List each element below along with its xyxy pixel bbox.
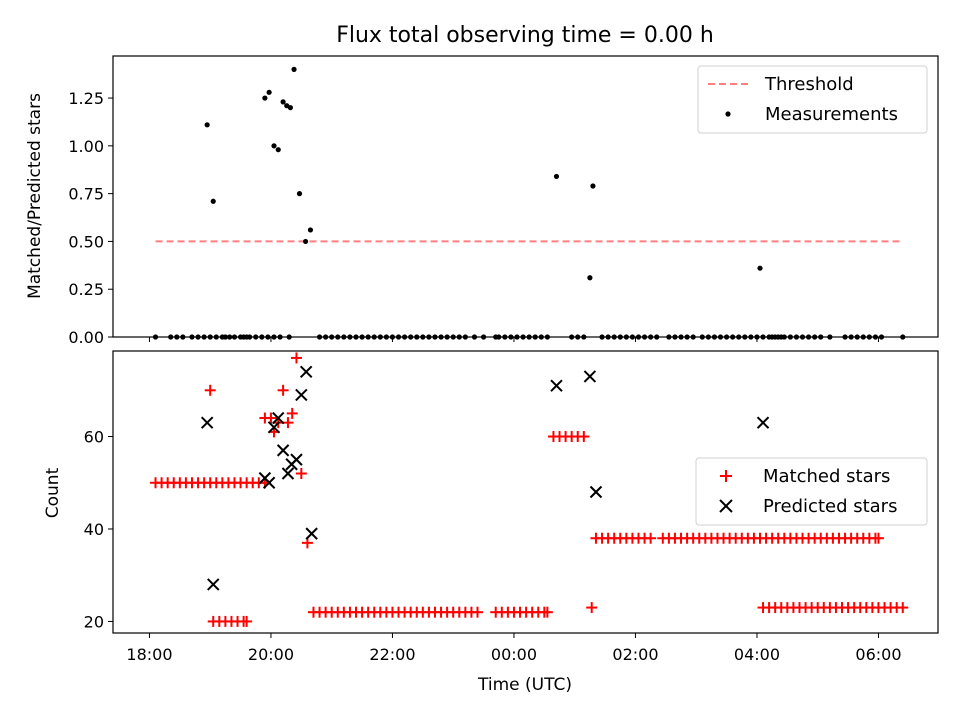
top-y-tick-label: 0.25: [68, 280, 104, 299]
matched-star-marker: [472, 606, 484, 618]
bottom-y-axis-label: Count: [43, 467, 63, 518]
measurement-point: [553, 173, 560, 180]
x-tick-label: 02:00: [612, 645, 658, 664]
measurement-point: [287, 105, 293, 111]
bottom-y-tick-label: 20: [84, 612, 104, 631]
predicted-star-marker: [267, 421, 281, 434]
x-tick-label: 20:00: [248, 645, 294, 664]
matched-star-marker: [897, 602, 909, 614]
bottom-legend: Matched stars Predicted stars: [695, 457, 928, 526]
bottom-y-tick-label: 40: [84, 520, 104, 539]
predicted-star-marker: [207, 578, 220, 591]
bottom-y-tick-label: 60: [84, 428, 104, 447]
x-axis-label: Time (UTC): [477, 675, 572, 695]
measurement-point: [262, 95, 268, 101]
matched-star-marker: [277, 384, 289, 396]
chart-title: Flux total observing time = 0.00 h: [336, 23, 714, 48]
measurement-point: [590, 183, 596, 189]
measurement-point: [271, 143, 277, 149]
x-tick-label: 18:00: [126, 645, 172, 664]
top-y-tick-label: 0.00: [68, 328, 104, 347]
top-y-tick-label: 0.50: [68, 232, 104, 251]
x-tick-label: 06:00: [855, 645, 901, 664]
matched-star-marker: [241, 615, 253, 627]
matched-star-marker: [578, 431, 590, 443]
matched-star-marker: [645, 532, 657, 544]
matched-star-marker: [541, 606, 553, 618]
matched-star-marker: [265, 412, 277, 424]
legend-measurements-swatch: [725, 111, 731, 117]
measurement-point: [757, 265, 763, 271]
legend-matched-label: Matched stars: [763, 466, 890, 487]
legend-measurements-label: Measurements: [765, 104, 898, 125]
legend-threshold-label: Threshold: [764, 74, 854, 95]
top-y-axis-label: Matched/Predicted stars: [25, 93, 45, 299]
predicted-star-marker: [262, 476, 276, 489]
measurement-point: [204, 122, 210, 128]
predicted-star-marker: [299, 365, 313, 379]
measurement-point: [296, 191, 303, 197]
legend-predicted-swatch: [719, 499, 733, 513]
measurement-point: [291, 66, 297, 72]
matched-star-marker: [286, 407, 298, 419]
legend-predicted-label: Predicted stars: [763, 496, 897, 517]
x-tick-label: 04:00: [734, 645, 780, 664]
matched-star-marker: [282, 417, 294, 429]
measurement-point: [275, 147, 281, 153]
predicted-star-marker: [583, 370, 597, 383]
matched-star-marker: [204, 384, 216, 396]
measurement-point: [280, 99, 286, 105]
legend-matched-swatch: [720, 470, 732, 482]
top-y-tick-label: 0.75: [68, 185, 104, 204]
top-legend: Threshold Measurements: [697, 65, 928, 134]
predicted-star-marker: [589, 485, 603, 499]
predicted-star-marker: [290, 453, 303, 466]
top-legend-box: [697, 65, 928, 134]
predicted-star-marker: [756, 416, 770, 429]
measurement-point: [210, 198, 216, 204]
top-panel: 0.00 0.25 0.50 0.75 1.00 1.25 Matched/Predict…: [25, 55, 939, 347]
matched-star-marker: [295, 468, 307, 480]
top-y-tick-label: 1.00: [68, 137, 104, 156]
bottom-panel: 20 40 60 18:00 20:00 22:00 00:00 02:00 04:00 06:…: [43, 350, 939, 695]
bottom-axes-frame: [112, 350, 939, 634]
matched-star-marker: [586, 602, 598, 614]
top-axes-frame: [112, 55, 939, 338]
measurement-point: [587, 275, 593, 281]
predicted-star-marker: [281, 467, 295, 480]
measurement-point: [302, 238, 309, 245]
x-tick-label: 22:00: [369, 645, 415, 664]
predicted-star-marker: [550, 379, 563, 392]
predicted-star-marker: [200, 416, 214, 429]
x-tick-label: 00:00: [491, 645, 537, 664]
predicted-star-marker: [295, 388, 308, 402]
measurement-point: [307, 227, 314, 233]
matched-star-marker: [872, 532, 884, 544]
predicted-star-marker: [272, 411, 285, 425]
matched-star-marker: [290, 352, 302, 364]
predicted-star-marker: [305, 527, 318, 540]
bottom-legend-box: [695, 457, 928, 526]
measurement-point: [266, 89, 272, 95]
predicted-star-marker: [276, 444, 290, 457]
top-y-tick-label: 1.25: [68, 89, 104, 108]
